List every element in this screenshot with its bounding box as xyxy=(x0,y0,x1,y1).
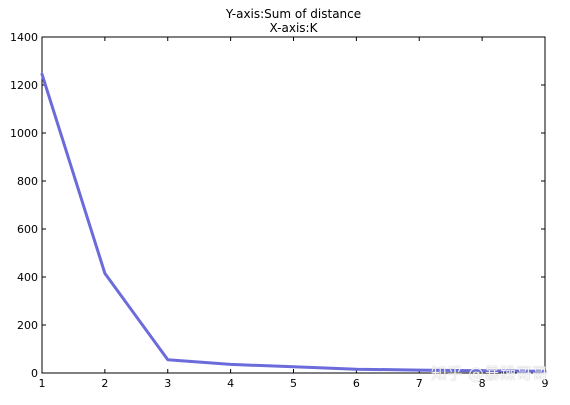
y-tick-label: 1200 xyxy=(10,79,38,92)
y-tick-label: 400 xyxy=(17,271,38,284)
x-tick-label: 5 xyxy=(290,377,297,390)
series-line xyxy=(42,74,545,371)
x-tick-label: 3 xyxy=(164,377,171,390)
y-tick-label: 0 xyxy=(31,367,38,380)
y-tick-label: 200 xyxy=(17,319,38,332)
watermark-text: 知乎 @暴躁哥哥 xyxy=(431,360,548,384)
x-tick-label: 7 xyxy=(416,377,423,390)
x-tick-label: 1 xyxy=(39,377,46,390)
y-tick-label: 1000 xyxy=(10,127,38,140)
x-tick-label: 2 xyxy=(101,377,108,390)
x-tick-label: 6 xyxy=(353,377,360,390)
chart-title-line-1: Y-axis:Sum of distance xyxy=(42,7,545,21)
axes-frame xyxy=(42,37,545,373)
x-tick-label: 4 xyxy=(227,377,234,390)
y-tick-label: 600 xyxy=(17,223,38,236)
chart-title-line-2: X-axis:K xyxy=(42,21,545,35)
y-tick-label: 800 xyxy=(17,175,38,188)
y-tick-label: 1400 xyxy=(10,31,38,44)
